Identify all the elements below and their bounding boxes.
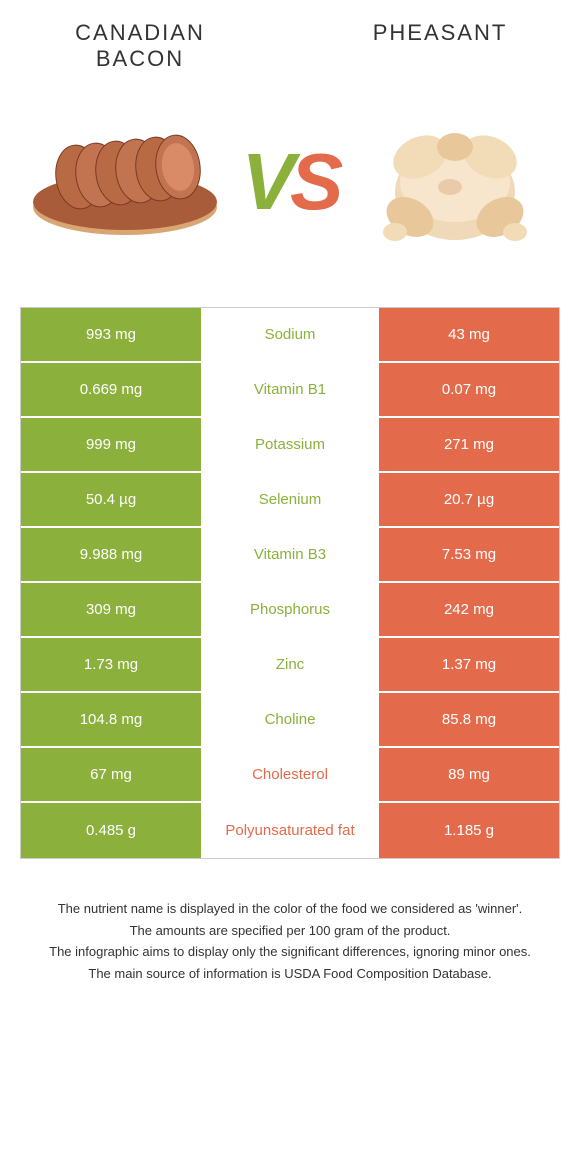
table-row: 1.73 mgZinc1.37 mg [21, 638, 559, 693]
right-value-cell: 0.07 mg [379, 363, 559, 416]
table-row: 993 mgSodium43 mg [21, 308, 559, 363]
left-value-cell: 0.485 g [21, 803, 201, 858]
footer-line-2: The amounts are specified per 100 gram o… [30, 921, 550, 941]
right-value-cell: 89 mg [379, 748, 559, 801]
table-row: 9.988 mgVitamin B37.53 mg [21, 528, 559, 583]
right-value-cell: 20.7 µg [379, 473, 559, 526]
vs-s: S [290, 137, 338, 226]
nutrient-label-cell: Selenium [201, 473, 379, 526]
images-row: VS [0, 87, 580, 277]
left-food-image [20, 97, 230, 267]
nutrient-label-cell: Zinc [201, 638, 379, 691]
table-row: 50.4 µgSelenium20.7 µg [21, 473, 559, 528]
vs-v: V [242, 137, 290, 226]
nutrient-label-cell: Cholesterol [201, 748, 379, 801]
right-value-cell: 271 mg [379, 418, 559, 471]
nutrient-label-cell: Vitamin B1 [201, 363, 379, 416]
table-row: 309 mgPhosphorus242 mg [21, 583, 559, 638]
nutrient-label-cell: Choline [201, 693, 379, 746]
footer-line-4: The main source of information is USDA F… [30, 964, 550, 984]
right-food-title: PHEASANT [340, 20, 540, 72]
footer-line-1: The nutrient name is displayed in the co… [30, 899, 550, 919]
nutrient-label-cell: Vitamin B3 [201, 528, 379, 581]
right-value-cell: 43 mg [379, 308, 559, 361]
left-value-cell: 1.73 mg [21, 638, 201, 691]
left-value-cell: 0.669 mg [21, 363, 201, 416]
header-row: CANADIAN BACON PHEASANT [0, 20, 580, 72]
right-value-cell: 1.185 g [379, 803, 559, 858]
right-food-image [350, 97, 560, 267]
left-food-title: CANADIAN BACON [40, 20, 240, 72]
left-value-cell: 993 mg [21, 308, 201, 361]
nutrient-label-cell: Phosphorus [201, 583, 379, 636]
table-row: 67 mgCholesterol89 mg [21, 748, 559, 803]
table-row: 999 mgPotassium271 mg [21, 418, 559, 473]
nutrient-label-cell: Polyunsaturated fat [201, 803, 379, 858]
left-value-cell: 50.4 µg [21, 473, 201, 526]
right-value-cell: 7.53 mg [379, 528, 559, 581]
footer-notes: The nutrient name is displayed in the co… [30, 899, 550, 983]
right-value-cell: 85.8 mg [379, 693, 559, 746]
left-value-cell: 104.8 mg [21, 693, 201, 746]
left-value-cell: 999 mg [21, 418, 201, 471]
nutrient-label-cell: Potassium [201, 418, 379, 471]
right-value-cell: 1.37 mg [379, 638, 559, 691]
left-value-cell: 309 mg [21, 583, 201, 636]
left-value-cell: 67 mg [21, 748, 201, 801]
nutrient-table: 993 mgSodium43 mg0.669 mgVitamin B10.07 … [20, 307, 560, 859]
footer-line-3: The infographic aims to display only the… [30, 942, 550, 962]
vs-label: VS [242, 136, 339, 228]
table-row: 0.485 gPolyunsaturated fat1.185 g [21, 803, 559, 858]
table-row: 0.669 mgVitamin B10.07 mg [21, 363, 559, 418]
left-value-cell: 9.988 mg [21, 528, 201, 581]
table-row: 104.8 mgCholine85.8 mg [21, 693, 559, 748]
right-value-cell: 242 mg [379, 583, 559, 636]
nutrient-label-cell: Sodium [201, 308, 379, 361]
